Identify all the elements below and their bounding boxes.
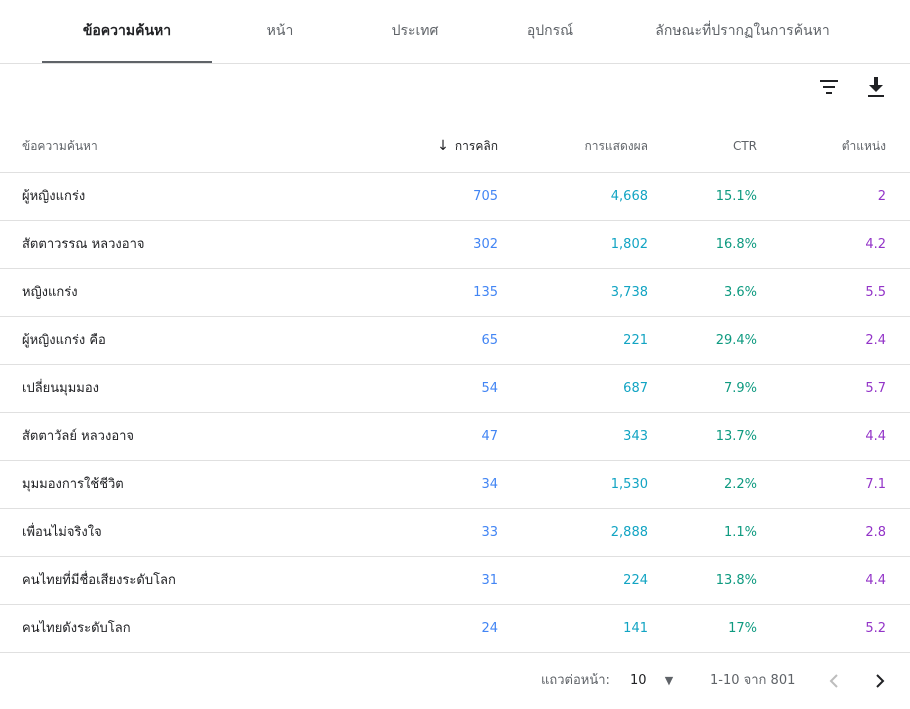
cell-ctr: 16.8% (715, 237, 757, 252)
table-row[interactable]: เปลี่ยนมุมมอง 54 687 7.9% 5.7 (0, 365, 910, 413)
tab-search-appearance[interactable]: ลักษณะที่ปรากฏในการค้นหา (645, 0, 840, 63)
cell-position: 5.7 (865, 381, 886, 396)
arrow-down-icon: ↓ (437, 138, 449, 154)
tab-countries-label: ประเทศ (391, 23, 439, 39)
cell-query: คนไทยที่มีชื่อเสียงระดับโลก (22, 573, 176, 588)
tab-devices-label: อุปกรณ์ (526, 23, 574, 39)
header-query[interactable]: ข้อความค้นหา (22, 139, 98, 153)
cell-query: สัตตาวัลย์ หลวงอาจ (22, 429, 135, 444)
header-clicks[interactable]: ↓ การคลิก (437, 120, 498, 172)
cell-clicks: 47 (481, 429, 498, 444)
cell-clicks: 302 (473, 237, 498, 252)
cell-impressions: 224 (623, 573, 648, 588)
cell-impressions: 4,668 (610, 189, 648, 204)
cell-clicks: 24 (481, 621, 498, 636)
cell-impressions: 3,738 (610, 285, 648, 300)
cell-query: คนไทยดังระดับโลก (22, 621, 131, 636)
queries-table: ข้อความค้นหา ↓ การคลิก การแสดงผล CTR ตำแห… (0, 120, 910, 653)
cell-clicks: 33 (481, 525, 498, 540)
tab-queries-label: ข้อความค้นหา (82, 23, 172, 39)
tab-search-appearance-label: ลักษณะที่ปรากฏในการค้นหา (655, 23, 830, 39)
chevron-right-icon (876, 674, 885, 688)
download-button[interactable] (861, 72, 891, 102)
cell-ctr: 13.7% (715, 429, 757, 444)
previous-page-button[interactable] (823, 669, 847, 693)
cell-clicks: 31 (481, 573, 498, 588)
cell-query: หญิงแกร่ง (22, 285, 78, 300)
cell-ctr: 15.1% (715, 189, 757, 204)
active-tab-indicator (42, 61, 212, 63)
cell-impressions: 1,530 (610, 477, 648, 492)
chevron-left-icon (829, 674, 838, 688)
cell-ctr: 17% (728, 621, 757, 636)
header-ctr[interactable]: CTR (732, 139, 757, 153)
cell-ctr: 7.9% (723, 381, 757, 396)
rows-per-page-value: 10 (630, 673, 647, 688)
cell-position: 4.4 (865, 429, 886, 444)
table-row[interactable]: หญิงแกร่ง 135 3,738 3.6% 5.5 (0, 269, 910, 317)
cell-ctr: 29.4% (715, 333, 757, 348)
cell-clicks: 65 (481, 333, 498, 348)
table-body: ผู้หญิงแกร่ง 705 4,668 15.1% 2 สัตตาวรรณ หลวง… (0, 173, 910, 653)
cell-impressions: 221 (623, 333, 648, 348)
cell-position: 4.4 (865, 573, 886, 588)
cell-position: 2.4 (865, 333, 886, 348)
filter-icon (820, 80, 838, 94)
cell-impressions: 1,802 (610, 237, 648, 252)
cell-position: 2 (877, 189, 886, 204)
cell-position: 5.5 (865, 285, 886, 300)
cell-clicks: 705 (473, 189, 498, 204)
cell-query: เปลี่ยนมุมมอง (22, 381, 100, 396)
cell-ctr: 13.8% (715, 573, 757, 588)
table-row[interactable]: มุมมองการใช้ชีวิต 34 1,530 2.2% 7.1 (0, 461, 910, 509)
cell-impressions: 687 (623, 381, 648, 396)
table-row[interactable]: คนไทยดังระดับโลก 24 141 17% 5.2 (0, 605, 910, 653)
next-page-button[interactable] (867, 669, 891, 693)
table-row[interactable]: สัตตาวัลย์ หลวงอาจ 47 343 13.7% 4.4 (0, 413, 910, 461)
cell-position: 7.1 (865, 477, 886, 492)
cell-query: เพื่อนไม่จริงใจ (22, 525, 102, 540)
header-clicks-label: การคลิก (454, 139, 498, 153)
cell-clicks: 135 (473, 285, 498, 300)
filter-button[interactable] (814, 72, 844, 102)
table-header: ข้อความค้นหา ↓ การคลิก การแสดงผล CTR ตำแห… (0, 120, 910, 173)
cell-position: 4.2 (865, 237, 886, 252)
cell-query: สัตตาวรรณ หลวงอาจ (22, 237, 145, 252)
table-row[interactable]: ผู้หญิงแกร่ง 705 4,668 15.1% 2 (0, 173, 910, 221)
header-impressions[interactable]: การแสดงผล (584, 139, 648, 153)
table-row[interactable]: ผู้หญิงแกร่ง คือ 65 221 29.4% 2.4 (0, 317, 910, 365)
tab-queries[interactable]: ข้อความค้นหา (42, 0, 212, 63)
rows-per-page-select[interactable]: 10 ▼ (630, 656, 673, 706)
cell-ctr: 3.6% (723, 285, 757, 300)
cell-clicks: 34 (481, 477, 498, 492)
cell-impressions: 343 (623, 429, 648, 444)
rows-per-page-label: แถวต่อหน้า: (541, 673, 610, 688)
tab-countries[interactable]: ประเทศ (370, 0, 460, 63)
table-footer: แถวต่อหน้า: 10 ▼ 1-10 จาก 801 (0, 656, 910, 706)
download-icon (868, 77, 884, 97)
pagination-range: 1-10 จาก 801 (710, 673, 796, 688)
tab-devices[interactable]: อุปกรณ์ (505, 0, 595, 63)
cell-ctr: 1.1% (723, 525, 757, 540)
cell-query: ผู้หญิงแกร่ง คือ (22, 333, 106, 348)
cell-position: 5.2 (865, 621, 886, 636)
table-row[interactable]: เพื่อนไม่จริงใจ 33 2,888 1.1% 2.8 (0, 509, 910, 557)
tab-pages-label: หน้า (266, 23, 294, 39)
cell-clicks: 54 (481, 381, 498, 396)
cell-ctr: 2.2% (723, 477, 757, 492)
tab-pages[interactable]: หน้า (240, 0, 320, 63)
table-row[interactable]: สัตตาวรรณ หลวงอาจ 302 1,802 16.8% 4.2 (0, 221, 910, 269)
header-position[interactable]: ตำแหน่ง (841, 139, 886, 153)
tab-bar: ข้อความค้นหา หน้า ประเทศ อุปกรณ์ ลักษณะท… (0, 0, 910, 64)
cell-impressions: 2,888 (610, 525, 648, 540)
cell-query: ผู้หญิงแกร่ง (22, 189, 86, 204)
dropdown-arrow-icon: ▼ (664, 674, 674, 687)
cell-query: มุมมองการใช้ชีวิต (22, 477, 124, 492)
cell-impressions: 141 (623, 621, 648, 636)
cell-position: 2.8 (865, 525, 886, 540)
table-row[interactable]: คนไทยที่มีชื่อเสียงระดับโลก 31 224 13.8% 4.4 (0, 557, 910, 605)
